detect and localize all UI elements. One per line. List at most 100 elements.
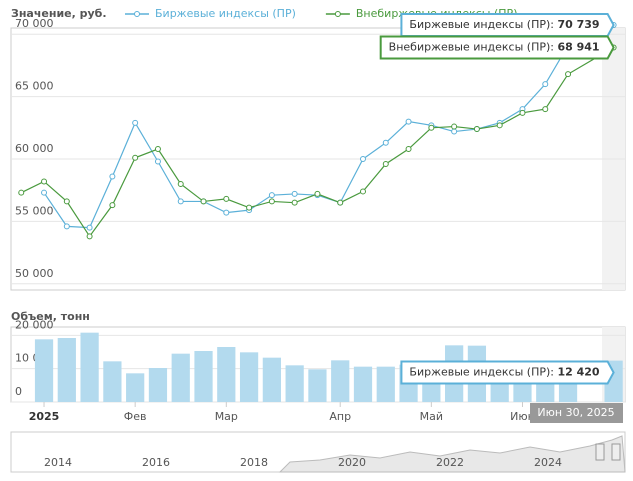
bar [194, 351, 213, 402]
bar [217, 347, 236, 402]
point [359, 156, 366, 162]
tooltip-sep: : [550, 366, 557, 379]
tooltip-value: 68 941 [557, 40, 599, 53]
tooltip: Биржевые индексы (ПР): 12 420 [400, 360, 615, 385]
point [428, 124, 435, 131]
point [41, 189, 48, 196]
point [405, 146, 412, 153]
point [291, 190, 298, 197]
point [86, 233, 93, 240]
y-tick-label: 50 000 [15, 267, 54, 280]
tooltip-text: Биржевые индексы (ПР): 12 420 [409, 366, 600, 379]
tooltip-box [400, 13, 615, 38]
point [154, 158, 161, 165]
point [246, 204, 253, 211]
bar [148, 368, 168, 402]
bar [80, 332, 99, 402]
bar [103, 361, 122, 402]
tooltip-series: Биржевые индексы (ПР) [409, 366, 550, 379]
navigator-label: 2016 [142, 456, 170, 469]
point [314, 190, 321, 197]
tooltip-text: Внебиржевые индексы (ПР): 68 941 [389, 40, 600, 53]
bar [239, 352, 259, 402]
point [63, 223, 70, 230]
tooltip-sep: : [550, 18, 557, 31]
point [132, 119, 139, 126]
tooltip: Внебиржевые индексы (ПР): 68 941 [379, 35, 615, 60]
series-line [20, 46, 614, 238]
point [542, 106, 549, 113]
navigator-label: 2022 [436, 456, 464, 469]
bar [331, 360, 350, 402]
point [177, 198, 184, 205]
point [542, 81, 549, 88]
tooltip-text: Биржевые индексы (ПР): 70 739 [409, 18, 599, 31]
point [496, 122, 503, 129]
bar [126, 373, 145, 402]
x-tick-label: Фев [124, 410, 147, 423]
point [18, 189, 25, 196]
navigator-label: 2024 [534, 456, 562, 469]
tooltips: Биржевые индексы (ПР): 70 739 Внебиржевые… [379, 13, 615, 385]
legend-marker [134, 11, 140, 17]
tooltip-value: 12 420 [557, 366, 599, 379]
tooltip-series: Внебиржевые индексы (ПР) [389, 40, 551, 53]
point [268, 198, 275, 205]
date-label: Июн 30, 2025 [537, 406, 614, 419]
y-tick-label: 60 000 [15, 142, 54, 155]
bar [57, 338, 76, 402]
navigator-label: 2014 [44, 456, 72, 469]
navigator-label: 2018 [240, 456, 268, 469]
point [337, 199, 344, 206]
point [132, 154, 139, 161]
navigator-label: 2020 [338, 456, 366, 469]
bar [34, 339, 54, 402]
y-tick-label: 70 000 [15, 17, 54, 30]
point [451, 123, 458, 130]
point [41, 178, 48, 185]
tooltip: Биржевые индексы (ПР): 70 739 [400, 13, 615, 38]
navigator-area [278, 435, 626, 473]
point [223, 195, 230, 202]
legend-label: Биржевые индексы (ПР) [155, 7, 296, 20]
navigator-handle[interactable] [595, 443, 605, 461]
tooltip-box [400, 360, 615, 385]
point [405, 118, 412, 125]
point [63, 198, 70, 205]
y-tick-label: 55 000 [15, 204, 54, 217]
point [86, 224, 93, 231]
date-label-box [530, 403, 623, 423]
point [382, 160, 389, 167]
bar [376, 366, 395, 402]
x-tick-label: 2025 [29, 410, 60, 423]
x-tick-label: Июн [510, 410, 535, 423]
point [177, 180, 184, 187]
bar [285, 365, 304, 402]
point [109, 173, 116, 180]
x-tick-label: Мар [215, 410, 238, 423]
bar [308, 369, 327, 402]
point [473, 126, 480, 133]
price-title: Значение, руб. [11, 7, 107, 20]
bar [171, 353, 190, 402]
point [223, 209, 230, 216]
point [154, 146, 161, 153]
tooltip-value: 70 739 [557, 18, 599, 31]
tooltip-box [379, 35, 615, 60]
navigator-handle[interactable] [611, 443, 621, 461]
point [359, 188, 366, 195]
tooltip-sep: : [550, 40, 557, 53]
bar [353, 366, 373, 402]
y-tick-label: 20 000 [15, 318, 54, 331]
y-tick-label: 0 [15, 385, 22, 398]
point [565, 71, 572, 78]
x-tick-label: Апр [329, 410, 351, 423]
point [200, 198, 207, 205]
legend-marker [334, 11, 341, 17]
point [109, 202, 116, 209]
volume-title: Объем, тонн [11, 310, 90, 323]
point [451, 128, 458, 135]
y-tick-label: 65 000 [15, 80, 54, 93]
x-tick-label: Май [420, 410, 443, 423]
